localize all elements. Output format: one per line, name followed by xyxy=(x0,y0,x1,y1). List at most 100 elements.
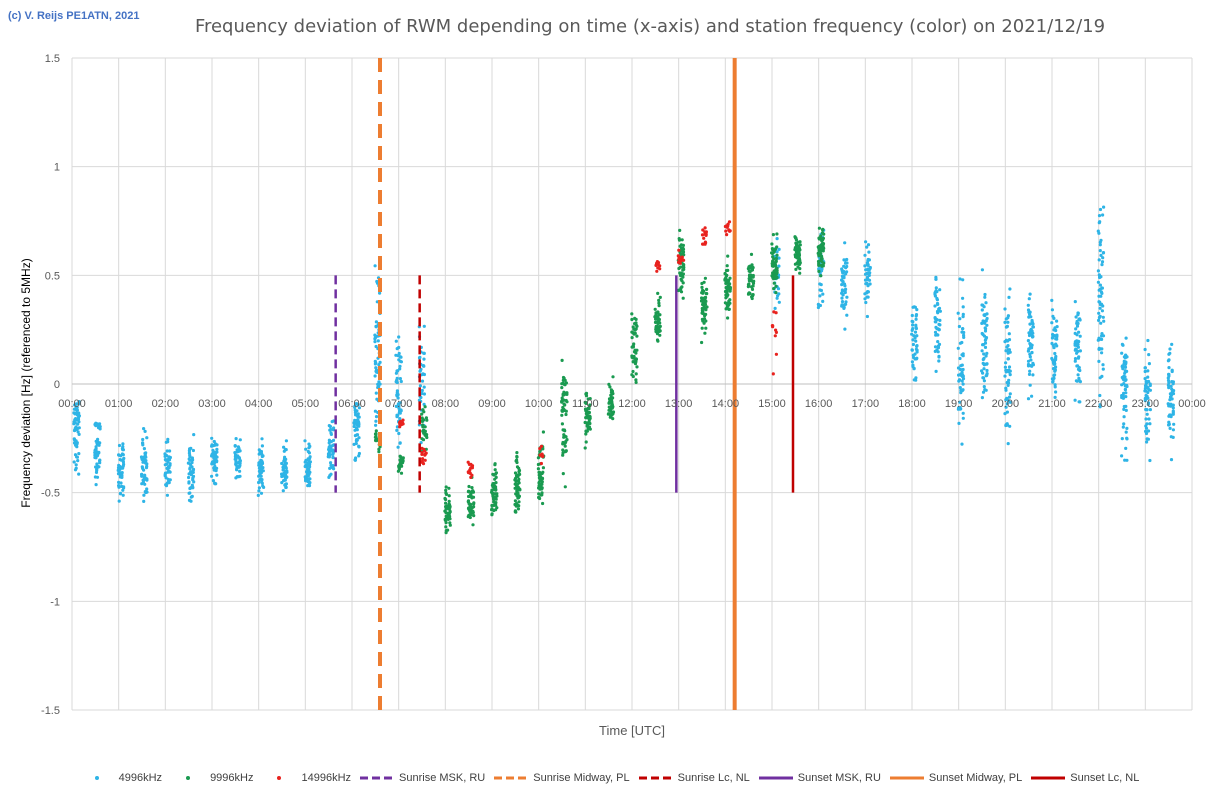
data-point xyxy=(983,345,988,349)
data-point xyxy=(1171,409,1175,413)
data-point xyxy=(210,444,214,448)
data-point xyxy=(728,289,732,293)
data-point xyxy=(1101,251,1106,255)
data-point xyxy=(1096,269,1100,273)
data-point xyxy=(1008,392,1012,396)
data-point xyxy=(187,491,191,495)
series-14996kHz xyxy=(398,220,779,479)
data-point xyxy=(331,456,335,460)
data-point xyxy=(634,351,638,355)
data-point xyxy=(863,297,867,301)
data-point xyxy=(843,327,847,331)
data-point xyxy=(1098,303,1103,307)
data-point xyxy=(280,474,284,479)
data-point xyxy=(375,437,379,441)
data-point xyxy=(1028,355,1032,359)
data-point xyxy=(399,408,403,412)
data-point xyxy=(401,461,405,465)
data-point xyxy=(260,460,264,464)
data-point xyxy=(678,228,682,232)
data-point xyxy=(444,485,448,489)
data-point xyxy=(840,296,844,300)
data-point xyxy=(774,330,779,334)
data-point xyxy=(982,385,986,389)
data-point xyxy=(517,470,521,474)
data-point xyxy=(376,382,380,386)
data-point xyxy=(1027,297,1031,301)
data-point xyxy=(1098,376,1102,380)
data-point xyxy=(1102,319,1106,323)
data-point xyxy=(631,374,635,379)
data-point xyxy=(1005,402,1009,406)
data-point xyxy=(771,261,776,265)
data-point xyxy=(1074,341,1078,345)
data-point xyxy=(444,497,448,502)
data-point xyxy=(470,506,474,510)
data-point xyxy=(935,348,939,352)
data-point xyxy=(166,437,170,441)
data-point xyxy=(957,421,961,425)
data-point xyxy=(1030,351,1034,355)
data-point xyxy=(446,506,450,510)
data-point xyxy=(658,264,662,268)
data-point xyxy=(1073,359,1077,363)
data-point xyxy=(634,321,638,325)
data-point xyxy=(540,487,544,491)
data-point xyxy=(117,499,121,503)
data-point xyxy=(980,369,984,373)
data-point xyxy=(374,423,378,427)
data-point xyxy=(818,236,822,240)
data-point xyxy=(398,401,402,405)
data-point xyxy=(515,465,520,469)
data-point xyxy=(235,475,239,479)
data-point xyxy=(1171,435,1175,439)
x-tick-label: 00:00 xyxy=(58,398,86,410)
data-point xyxy=(235,468,239,472)
data-point xyxy=(1054,354,1058,359)
data-point xyxy=(1003,374,1007,378)
data-point xyxy=(145,436,149,440)
data-point xyxy=(1008,287,1012,291)
data-point xyxy=(961,278,965,282)
data-point xyxy=(866,290,871,294)
data-point xyxy=(75,405,79,409)
data-point xyxy=(374,391,378,395)
data-point xyxy=(374,344,378,349)
data-point xyxy=(937,342,942,346)
data-point xyxy=(467,501,471,506)
data-point xyxy=(305,477,309,481)
data-point xyxy=(750,296,754,301)
data-point xyxy=(120,473,124,477)
data-point xyxy=(238,438,242,442)
data-point xyxy=(910,328,914,332)
series-9996kHz xyxy=(373,226,826,535)
data-point xyxy=(191,476,195,480)
data-point xyxy=(958,400,962,404)
data-point xyxy=(840,288,845,292)
data-point xyxy=(1051,332,1055,337)
data-point xyxy=(212,439,216,444)
data-point xyxy=(658,333,662,337)
data-point xyxy=(865,245,869,249)
data-point xyxy=(562,435,566,439)
data-point xyxy=(1121,364,1125,368)
data-point xyxy=(397,411,401,415)
data-point xyxy=(190,494,194,498)
data-point xyxy=(212,468,216,472)
data-point xyxy=(583,420,587,425)
data-point xyxy=(399,455,403,459)
data-point xyxy=(141,460,145,464)
data-point xyxy=(678,261,682,265)
data-point xyxy=(725,233,729,237)
data-point xyxy=(937,354,941,358)
data-point xyxy=(74,417,78,421)
data-point xyxy=(282,463,286,467)
data-point xyxy=(164,440,168,444)
data-point xyxy=(1076,349,1080,353)
data-point xyxy=(237,456,242,460)
data-point xyxy=(256,493,260,497)
data-point xyxy=(777,300,781,304)
data-point xyxy=(213,482,217,486)
data-point xyxy=(327,455,331,459)
data-point xyxy=(76,422,80,426)
